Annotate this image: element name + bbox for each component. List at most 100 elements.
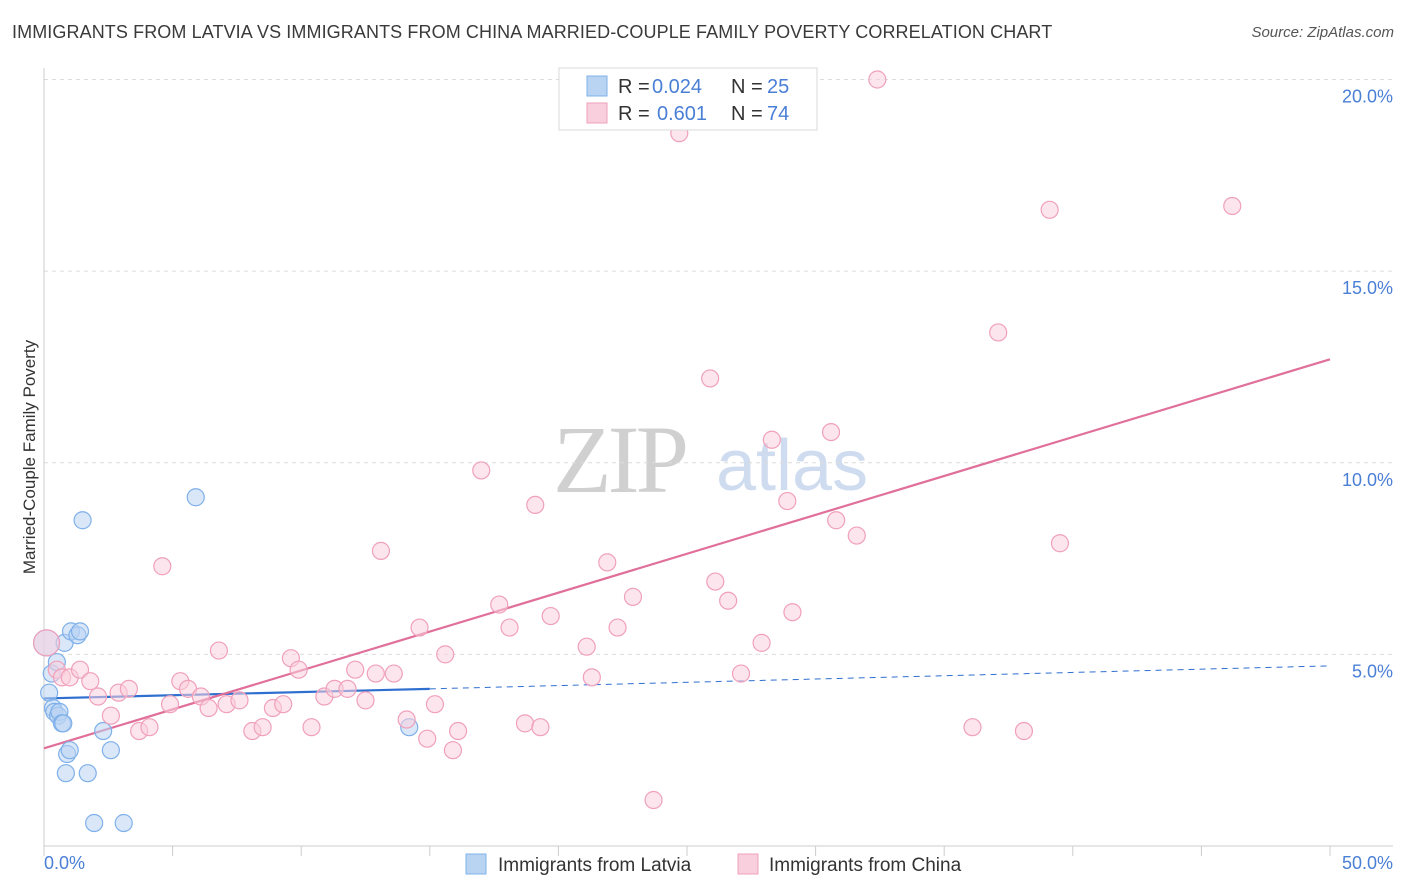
x-tick-label-max: 50.0% [1342,853,1393,873]
latvia-point [85,813,104,833]
china-point [397,710,416,729]
source-label: Source: ZipAtlas.com [1251,24,1394,41]
china-point [70,660,90,679]
china-point [410,618,429,637]
china-point [101,706,120,725]
china-point [783,603,802,622]
china-point [644,790,663,810]
gridlines [44,79,1393,655]
china-point [778,491,797,511]
latvia-point [54,714,73,733]
china-point [1040,200,1059,219]
china-point [366,664,385,683]
china-point [989,323,1008,342]
china-point [302,718,321,737]
china-point [209,641,228,660]
latvia-point [56,764,75,783]
china-point [847,526,866,545]
china-point [425,695,445,714]
latvia-point [94,721,113,741]
china-point [289,660,308,679]
china-point [963,718,982,737]
china-point [253,718,272,737]
china-point [531,718,550,737]
china-point [582,668,601,687]
china-point [706,572,725,591]
latvia-point [186,488,205,507]
legend-swatch-china [586,102,608,124]
y-tick-label: 10.0% [1342,470,1393,490]
china-point [1050,534,1070,553]
china-point [371,541,391,560]
bottom-legend-latvia: Immigrants from Latvia [498,855,692,876]
watermark-atlas: atlas [716,426,868,506]
y-tick-label: 5.0% [1352,661,1393,681]
data-points [32,70,1242,833]
china-point [719,591,738,610]
china-point [338,679,357,698]
watermark-zip: ZIP [553,406,686,513]
chart-title: IMMIGRANTS FROM LATVIA VS IMMIGRANTS FRO… [12,22,1053,42]
legend-china-r-value: 0.601 [657,103,707,125]
legend-china-n-value: 74 [767,103,789,125]
china-point [500,618,519,637]
y-tick-labels: 5.0% 10.0% 15.0% 20.0% [1342,87,1393,682]
legend-china-n-label: N = [731,103,763,125]
legend-latvia-r-label: R = [618,76,650,98]
bottom-legend-swatch-china [737,853,759,875]
china-point [868,70,887,89]
latvia-point [70,622,90,641]
china-point [32,629,61,657]
china-point [230,691,249,710]
china-point [752,633,771,652]
y-axis-label: Married-Couple Family Poverty [20,339,39,574]
china-point [418,729,437,748]
legend-latvia-r-value: 0.024 [652,76,702,98]
x-tick-label-min: 0.0% [44,853,85,873]
bottom-legend-swatch-latvia [465,853,487,875]
china-point [731,664,751,683]
latvia-point [114,813,133,833]
china-point [153,557,172,576]
china-point [701,369,720,388]
china-point [515,714,535,733]
china-point [472,461,491,480]
china-point [448,721,468,741]
latvia-point [73,511,92,530]
china-point [577,637,596,656]
latvia-point [101,741,120,760]
china-point [436,645,455,664]
china-point [160,695,180,714]
legend-latvia-n-value: 25 [767,76,789,98]
china-point [81,672,100,691]
china-point [598,553,617,572]
china-point [1014,721,1034,741]
trend-lines [43,358,1331,750]
y-tick-label: 20.0% [1342,87,1393,107]
china-point [384,664,403,683]
china-point [119,679,138,698]
china-point [140,718,159,737]
legend-box: R = 0.024 N = 25 R = 0.601 N = 74 [558,67,818,131]
bottom-legend-china: Immigrants from China [769,855,962,876]
china-point [526,495,545,515]
china-trend-line [43,358,1331,750]
legend-swatch-latvia [586,75,608,97]
china-point [821,422,841,442]
china-point [541,606,560,626]
china-point [762,430,781,449]
china-point [490,595,509,614]
latvia-point [60,741,79,760]
latvia-point [40,683,59,702]
china-point [608,618,627,637]
china-point [274,695,293,714]
latvia-trend-extension [429,665,1331,690]
china-point [827,511,846,530]
china-point [623,587,643,606]
china-point [88,687,108,706]
bottom-legend: Immigrants from Latvia Immigrants from C… [465,853,962,876]
china-point [199,698,218,718]
china-point [346,660,365,679]
china-point [443,741,463,760]
